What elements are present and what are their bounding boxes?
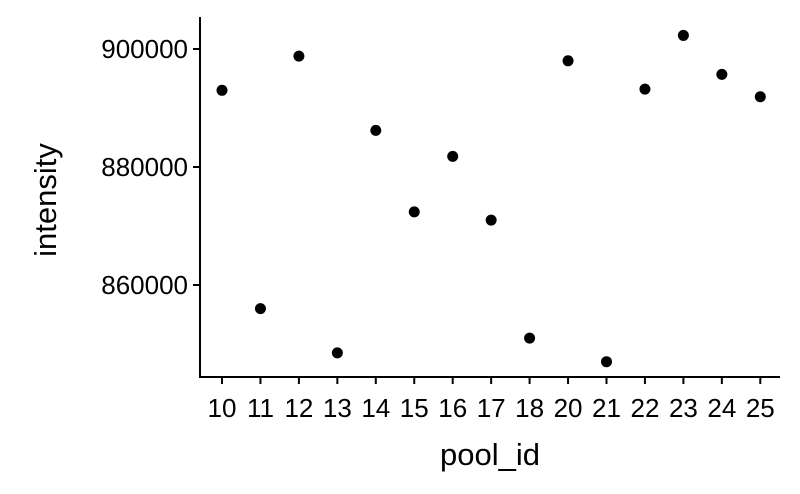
x-tick-label: 20 bbox=[554, 393, 583, 423]
data-point-25 bbox=[754, 91, 766, 103]
x-tick-label: 18 bbox=[515, 393, 544, 423]
data-point-24 bbox=[716, 68, 728, 80]
data-point-20 bbox=[562, 55, 574, 67]
data-point-21 bbox=[601, 356, 612, 368]
x-tick-label: 16 bbox=[438, 393, 467, 423]
y-tick-label: 880000 bbox=[101, 152, 188, 182]
x-tick-label: 13 bbox=[323, 393, 352, 423]
x-tick-label: 15 bbox=[400, 393, 429, 423]
data-point-16 bbox=[447, 150, 459, 162]
x-tick-label: 23 bbox=[669, 393, 698, 423]
x-tick-label: 22 bbox=[630, 393, 659, 423]
y-ticks: 860000 880000 900000 bbox=[101, 34, 200, 300]
x-tick-label: 14 bbox=[361, 393, 390, 423]
data-point-18 bbox=[524, 332, 536, 344]
data-point-11 bbox=[254, 303, 266, 315]
y-tick-label: 860000 bbox=[101, 270, 188, 300]
axes-layer bbox=[199, 17, 780, 378]
data-point-15 bbox=[408, 206, 420, 218]
data-point-10 bbox=[216, 84, 228, 96]
data-point-13 bbox=[331, 347, 343, 359]
x-tick-label: 10 bbox=[208, 393, 237, 423]
x-tick-label: 11 bbox=[247, 393, 274, 423]
x-tick-label: 12 bbox=[284, 393, 313, 423]
x-axis-title: pool_id bbox=[440, 437, 540, 472]
y-tick-label: 900000 bbox=[101, 34, 188, 64]
points-layer bbox=[216, 29, 766, 368]
data-point-22 bbox=[639, 83, 651, 95]
x-tick-label: 21 bbox=[592, 393, 621, 423]
x-tick-label: 17 bbox=[477, 393, 506, 423]
data-point-14 bbox=[370, 124, 382, 136]
data-point-12 bbox=[293, 50, 305, 62]
x-tick-label: 24 bbox=[707, 393, 736, 423]
data-point-17 bbox=[485, 214, 497, 226]
x-tick-label: 25 bbox=[746, 393, 775, 423]
data-point-23 bbox=[677, 29, 689, 41]
x-ticks: 10 11 12 13 14 15 16 17 18 20 21 22 23 24 25 bbox=[208, 377, 775, 423]
y-axis-title: intensity bbox=[28, 143, 63, 257]
